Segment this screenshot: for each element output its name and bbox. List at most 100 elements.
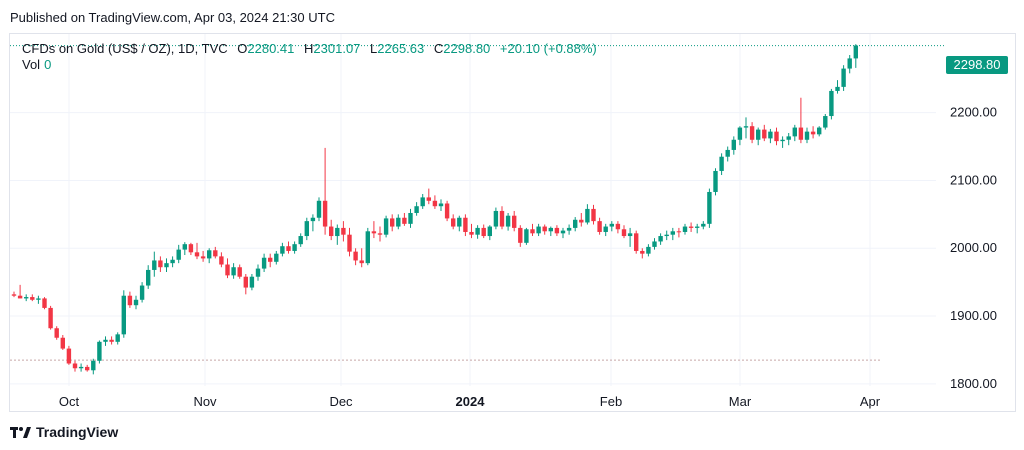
chart-frame[interactable]: 1800.00 1900.00 2000.00 2100.00 2200.00 Oct N… [9,33,1016,412]
candle-body [274,253,279,262]
candle-body [798,127,804,140]
candle-body [670,231,675,235]
candle [426,188,431,205]
candle [85,364,90,372]
candle-body [66,348,72,364]
y-tick-label: 1900.00 [950,308,997,323]
candle-body [341,227,346,235]
candle [627,227,633,247]
candle-body [457,217,462,227]
y-axis-labels: 1800.00 1900.00 2000.00 2100.00 2200.00 [950,105,997,391]
candle-body [103,339,108,342]
candle-body [54,328,59,338]
candle-body [426,197,431,201]
y-tick-label: 2000.00 [950,240,997,255]
candle-body [475,227,480,235]
candle-body [701,223,706,227]
candle-body [219,256,224,265]
candle-body [585,208,590,223]
candle-body [261,257,267,269]
candle [292,241,297,254]
candle-body [463,217,468,232]
candle [347,227,352,257]
candle [621,225,627,239]
candle-body [707,191,712,224]
candle [115,332,120,345]
candle [475,225,480,239]
candle-body [713,170,718,192]
candle [640,248,645,259]
candle-body [573,219,578,228]
candle [713,168,718,196]
candle [42,297,47,310]
candle-body [597,221,602,232]
candle [91,358,96,375]
candle [603,223,608,237]
candle-body [194,252,200,257]
candle-body [402,217,407,224]
candle [548,226,553,237]
candle [54,326,59,340]
price-chart[interactable]: 1800.00 1900.00 2000.00 2100.00 2200.00 Oct N… [10,34,1016,412]
candle-body [146,269,151,286]
candle [310,214,316,232]
candle [487,225,492,241]
candle [597,217,602,235]
volume-label: Vol [22,57,41,72]
candle-body [365,231,370,264]
candle [274,250,279,265]
legend-close-label: C [433,41,444,56]
candle [481,224,486,239]
candle-body [316,200,322,218]
candle-body [432,200,438,207]
candle [396,214,401,230]
candle [231,263,236,279]
candle-body [420,197,425,207]
candle [97,340,102,364]
candle-body [603,226,608,232]
candle-body [609,223,614,227]
candle [109,336,114,345]
candle-body [487,226,492,237]
candle [664,230,669,241]
candle [609,221,614,232]
candle-body [615,223,621,230]
candle [225,258,230,279]
x-tick-label: Oct [59,394,80,409]
candle-body [542,226,547,232]
candle-body [829,90,834,117]
y-tick-label: 2100.00 [950,172,997,187]
candle [756,127,761,146]
candle-body [493,210,499,227]
legend-low-label: L [370,41,378,56]
candle-body [481,227,486,237]
candle [646,244,651,257]
candle [505,212,511,231]
candle [725,146,730,162]
candle [707,188,712,228]
candle-body [743,126,749,128]
candle [457,215,462,232]
candle [719,153,724,176]
candle-body [505,215,511,227]
candle-body [695,226,700,228]
candle-body [621,229,627,237]
candle-body [268,257,273,262]
candle-body [109,339,114,342]
candle [280,242,285,257]
candle-body [768,131,773,139]
candle-body [91,360,96,371]
y-tick-label: 1800.00 [950,376,997,391]
candle [792,124,797,142]
candle [335,224,340,245]
candle-body [725,149,730,157]
candle-body [78,366,84,369]
candle [188,242,194,256]
candle [731,136,736,155]
candle-body [292,244,297,251]
candle-body [243,276,248,288]
candle-body [652,241,657,247]
candle [591,204,596,225]
candle-body [810,131,816,135]
candle [377,226,383,242]
